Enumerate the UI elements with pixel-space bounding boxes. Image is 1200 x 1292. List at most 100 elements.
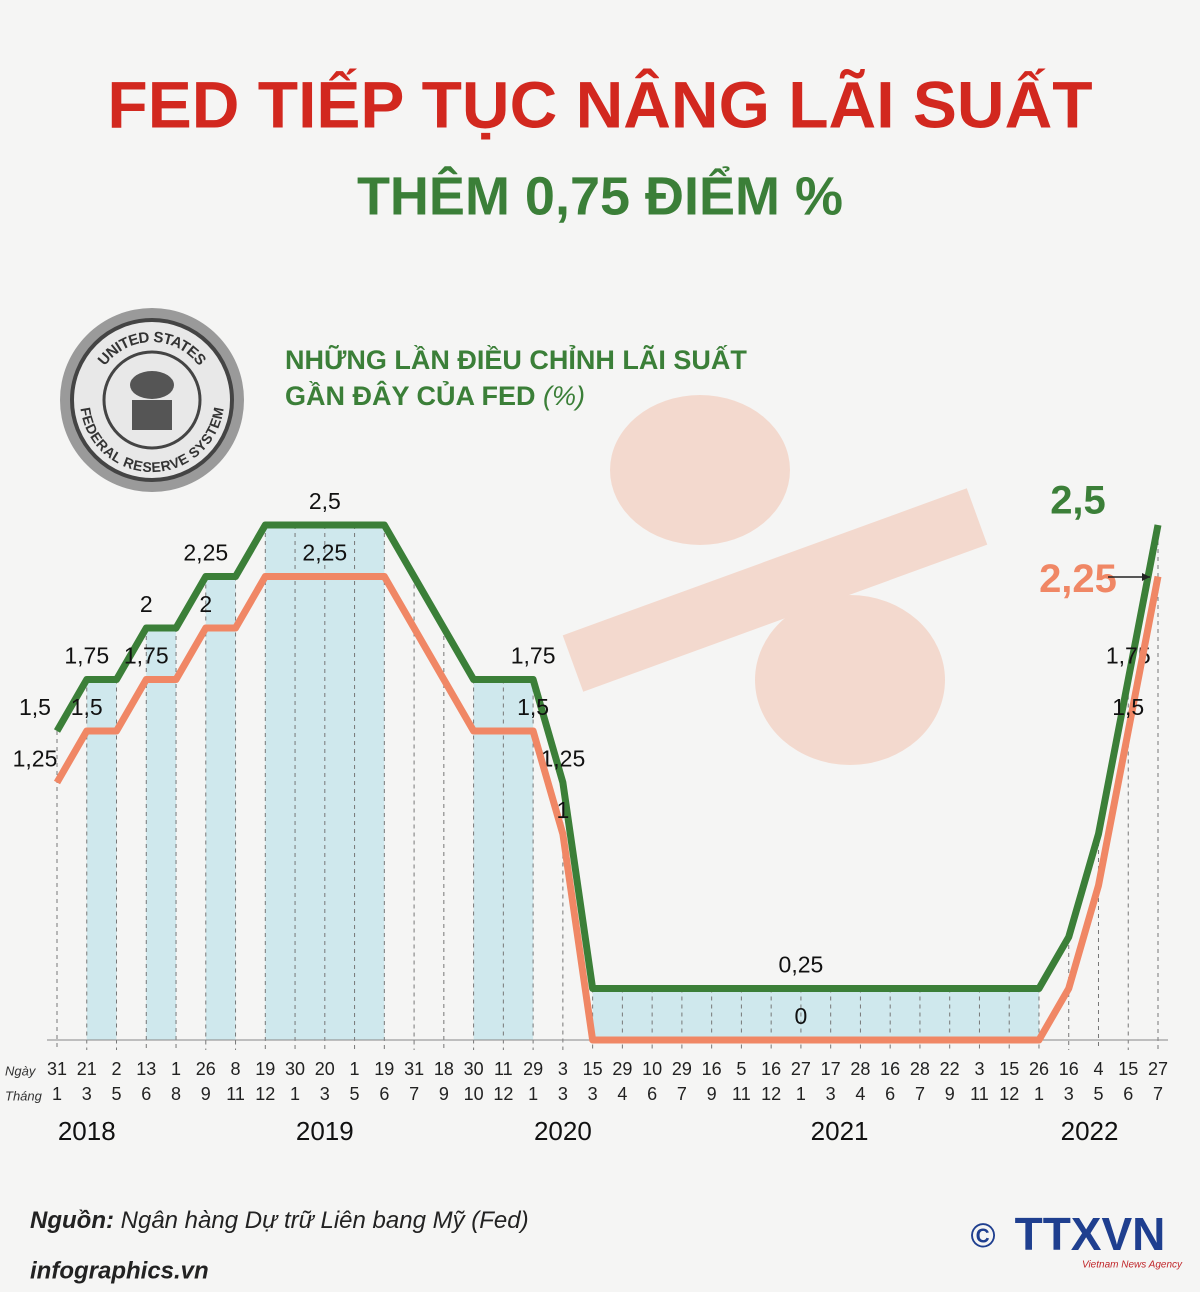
day-label: 10	[642, 1059, 662, 1079]
rate-line	[53, 573, 1162, 1044]
value-label: 2,5	[1050, 479, 1106, 523]
month-label: 7	[677, 1084, 687, 1104]
plateau-shade	[86, 679, 117, 1040]
month-label: 9	[201, 1084, 211, 1104]
day-label: 21	[77, 1059, 97, 1079]
source-label: Nguồn:	[30, 1207, 114, 1234]
month-label: 7	[409, 1084, 419, 1104]
day-label: 17	[821, 1059, 841, 1079]
day-label: 16	[880, 1059, 900, 1079]
month-label: 10	[464, 1084, 484, 1104]
month-label: 1	[528, 1084, 538, 1104]
day-label: 15	[1118, 1059, 1138, 1079]
day-label: 26	[196, 1059, 216, 1079]
day-label: 16	[702, 1059, 722, 1079]
month-label: 11	[226, 1084, 245, 1104]
month-label: 1	[290, 1084, 300, 1104]
month-label: 9	[945, 1084, 955, 1104]
agency-en: Vietnam News Agency	[1082, 1260, 1183, 1271]
plateau-shade	[354, 525, 385, 1040]
day-label: 5	[736, 1059, 746, 1079]
month-label: 4	[617, 1084, 627, 1104]
day-label: 29	[523, 1059, 543, 1079]
value-label: 2	[140, 591, 153, 617]
month-label: 4	[855, 1084, 865, 1104]
day-label: 30	[285, 1059, 305, 1079]
plateau-shade	[265, 525, 296, 1040]
day-label: 29	[612, 1059, 632, 1079]
day-label: 3	[974, 1059, 984, 1079]
month-label: 8	[171, 1084, 181, 1104]
month-label: 1	[796, 1084, 806, 1104]
value-label: 1,25	[540, 746, 585, 772]
value-label: 0	[795, 1003, 808, 1029]
chart-unit: (%)	[543, 381, 585, 411]
plateau-shade	[324, 525, 355, 1040]
plateau-shade	[771, 988, 801, 1040]
month-label: 12	[493, 1084, 513, 1104]
day-label: 3	[558, 1059, 568, 1079]
value-label: 1,5	[71, 694, 103, 720]
day-label: 13	[136, 1059, 156, 1079]
month-label: 9	[707, 1084, 717, 1104]
month-label: 3	[826, 1084, 836, 1104]
month-label: 5	[350, 1084, 360, 1104]
month-label: 6	[647, 1084, 657, 1104]
value-label: 1	[556, 797, 569, 823]
row-label: Ngày	[5, 1063, 37, 1078]
plateau-shade	[860, 988, 891, 1040]
chart-title: NHỮNG LẦN ĐIỀU CHỈNH LÃI SUẤT	[285, 343, 747, 375]
value-label: 1,5	[19, 694, 51, 720]
day-label: 18	[434, 1059, 454, 1079]
chart: 1,5 1,75 2 2,25 2,5 1,75 1,25 0,25 1,75 2,5 1,25 1,…	[5, 479, 1168, 1146]
day-label: 15	[999, 1059, 1019, 1079]
value-label: 1,5	[517, 694, 549, 720]
plateau-shade	[830, 988, 861, 1040]
day-label: 27	[1148, 1059, 1168, 1079]
month-label: 3	[588, 1084, 598, 1104]
plateau-shade	[503, 679, 534, 1040]
value-label: 1,75	[511, 643, 556, 669]
month-label: 6	[885, 1084, 895, 1104]
value-label: 2,25	[183, 540, 228, 566]
value-label: 1,5	[1112, 694, 1144, 720]
month-label: 12	[255, 1084, 275, 1104]
day-label: 15	[583, 1059, 603, 1079]
day-label: 20	[315, 1059, 335, 1079]
plateau-shade	[295, 525, 325, 1040]
plateau-shade	[146, 628, 177, 1040]
day-label: 16	[761, 1059, 781, 1079]
source: Nguồn: Ngân hàng Dự trữ Liên bang Mỹ (Fe…	[30, 1207, 529, 1234]
month-label: 3	[1064, 1084, 1074, 1104]
value-label: 2	[199, 591, 212, 617]
year-label: 2020	[534, 1116, 592, 1146]
plateau-shade	[741, 988, 772, 1040]
plateau-shade	[592, 988, 623, 1040]
month-label: 3	[320, 1084, 330, 1104]
value-label: 2,25	[302, 540, 347, 566]
month-label: 3	[82, 1084, 92, 1104]
year-label: 2019	[296, 1116, 354, 1146]
day-label: 2	[112, 1059, 122, 1079]
month-label: 11	[970, 1084, 989, 1104]
plateau-shade	[890, 988, 920, 1040]
day-label: 22	[940, 1059, 960, 1079]
month-label: 5	[112, 1084, 122, 1104]
plateau-shade	[711, 988, 742, 1040]
chart-title: GẦN ĐÂY CỦA FED (%)	[285, 379, 585, 411]
month-label: 6	[379, 1084, 389, 1104]
day-label: 31	[47, 1059, 67, 1079]
day-label: 19	[374, 1059, 394, 1079]
plateau-shade	[652, 988, 682, 1040]
value-label: 1,75	[124, 643, 169, 669]
month-label: 11	[732, 1084, 751, 1104]
source-text: Ngân hàng Dự trữ Liên bang Mỹ (Fed)	[121, 1207, 529, 1234]
plateau-shade	[949, 988, 980, 1040]
value-label: 0,25	[779, 952, 824, 978]
value-label: 1,75	[64, 643, 109, 669]
rate-line	[53, 521, 1162, 992]
plateau-shade	[1009, 988, 1039, 1040]
month-label: 6	[1123, 1084, 1133, 1104]
day-label: 19	[255, 1059, 275, 1079]
